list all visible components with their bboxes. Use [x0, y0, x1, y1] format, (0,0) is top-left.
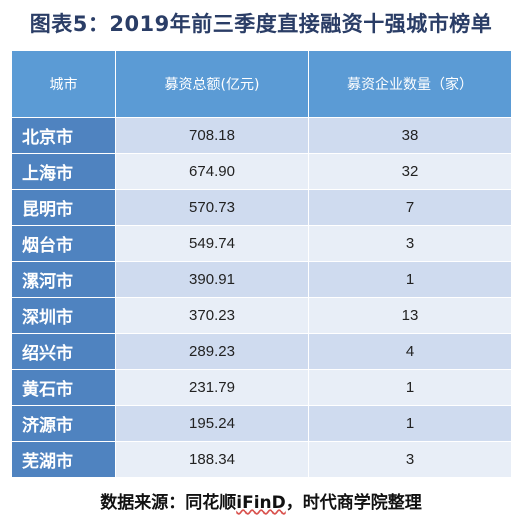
header-row: 城市 募资总额(亿元) 募资企业数量（家）	[11, 50, 512, 118]
table-row: 济源市 195.24 1	[11, 405, 512, 442]
amount-cell: 674.90	[115, 153, 309, 190]
count-cell: 1	[308, 369, 512, 406]
header-count: 募资企业数量（家）	[308, 50, 512, 118]
table-row: 深圳市 370.23 13	[11, 297, 512, 334]
city-cell: 黄石市	[11, 369, 116, 406]
city-cell: 上海市	[11, 153, 116, 190]
amount-cell: 549.74	[115, 225, 309, 262]
city-cell: 济源市	[11, 405, 116, 442]
table-row: 芜湖市 188.34 3	[11, 441, 512, 478]
table-header: 城市 募资总额(亿元) 募资企业数量（家）	[11, 50, 512, 118]
document-title: 图表5：2019年前三季度直接融资十强城市榜单	[29, 12, 493, 36]
count-cell: 1	[308, 405, 512, 442]
city-cell: 烟台市	[11, 225, 116, 262]
table-row: 上海市 674.90 32	[11, 153, 512, 190]
amount-cell: 370.23	[115, 297, 309, 334]
count-cell: 4	[308, 333, 512, 370]
amount-cell: 708.18	[115, 117, 309, 154]
count-cell: 7	[308, 189, 512, 226]
table-row: 烟台市 549.74 3	[11, 225, 512, 262]
source-brand: iFinD	[236, 493, 286, 513]
count-cell: 38	[308, 117, 512, 154]
amount-cell: 289.23	[115, 333, 309, 370]
header-amount: 募资总额(亿元)	[115, 50, 309, 118]
count-cell: 13	[308, 297, 512, 334]
amount-cell: 570.73	[115, 189, 309, 226]
count-cell: 3	[308, 225, 512, 262]
city-cell: 昆明市	[11, 189, 116, 226]
header-city: 城市	[11, 50, 116, 118]
amount-cell: 231.79	[115, 369, 309, 406]
amount-cell: 188.34	[115, 441, 309, 478]
table-body: 北京市 708.18 38 上海市 674.90 32 昆明市 570.73 7…	[11, 117, 512, 478]
amount-cell: 195.24	[115, 405, 309, 442]
city-cell: 北京市	[11, 117, 116, 154]
table-row: 昆明市 570.73 7	[11, 189, 512, 226]
count-cell: 3	[308, 441, 512, 478]
city-cell: 深圳市	[11, 297, 116, 334]
table-row: 漯河市 390.91 1	[11, 261, 512, 298]
table-row: 黄石市 231.79 1	[11, 369, 512, 406]
count-cell: 1	[308, 261, 512, 298]
count-cell: 32	[308, 153, 512, 190]
city-cell: 绍兴市	[11, 333, 116, 370]
amount-cell: 390.91	[115, 261, 309, 298]
source-note: 数据来源：同花顺iFinD，时代商学院整理	[0, 488, 522, 513]
table-row: 北京市 708.18 38	[11, 117, 512, 154]
city-cell: 芜湖市	[11, 441, 116, 478]
city-cell: 漯河市	[11, 261, 116, 298]
city-financing-table: 城市 募资总额(亿元) 募资企业数量（家） 北京市 708.18 38 上海市 …	[11, 50, 512, 478]
table-row: 绍兴市 289.23 4	[11, 333, 512, 370]
source-suffix: ，时代商学院整理	[285, 493, 422, 513]
source-prefix: 数据来源：同花顺	[100, 493, 237, 513]
